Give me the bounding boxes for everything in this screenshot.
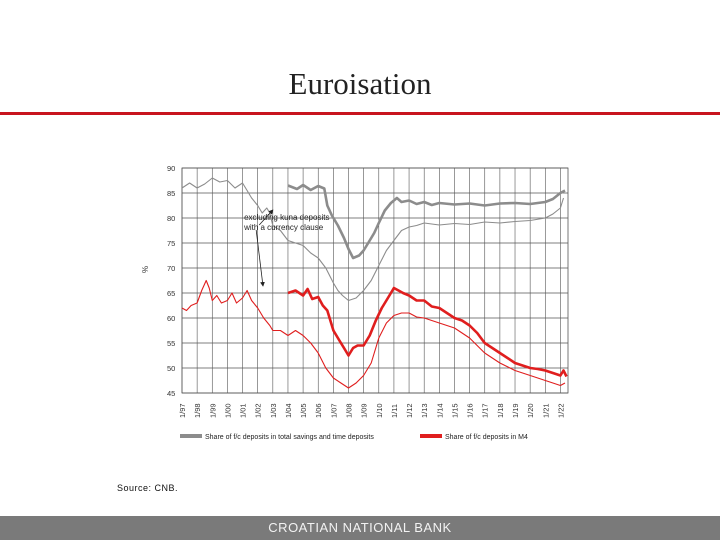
title-divider [0,112,720,115]
x-tick-label: 1/09 [360,403,369,418]
x-tick-label: 1/22 [556,403,565,418]
y-tick-label: 85 [167,189,175,198]
annotation: excluding kuna deposits with a currency … [243,209,329,287]
x-tick-label: 1/08 [345,403,354,418]
x-tick-label: 1/17 [481,403,490,418]
y-tick-label: 70 [167,264,175,273]
x-tick-label: 1/07 [329,403,338,418]
series-line-red-excl [181,279,566,389]
y-tick-label: 90 [167,164,175,173]
x-tick-label: 1/21 [541,403,550,418]
legend-label: Share of f/c deposits in M4 [445,434,528,441]
y-tick-label: 65 [167,289,175,298]
x-axis-ticks: 1/97 1/98 1/99 1/00 1/01 1/02 1/03 1/04 1/05 1/06… [178,403,565,418]
x-tick-label: 1/02 [254,403,263,418]
x-tick-label: 1/98 [193,403,202,418]
footer-bar: CROATIAN NATIONAL BANK [0,516,720,540]
y-axis-label: % [141,266,150,273]
legend-label: Share of f/c deposits in total savings a… [205,434,374,441]
y-tick-label: 50 [167,364,175,373]
x-tick-label: 1/04 [284,403,293,418]
x-tick-label: 1/11 [390,404,399,418]
x-tick-label: 1/97 [178,403,187,418]
legend: Share of f/c deposits in total savings a… [180,434,528,441]
y-tick-label: 55 [167,339,175,348]
y-axis-ticks: 45 50 55 60 65 70 75 80 85 90 [167,164,175,398]
x-tick-label: 1/01 [239,403,248,418]
y-tick-label: 80 [167,214,175,223]
x-tick-label: 1/00 [223,403,232,418]
series-line-gray-incl [287,183,566,260]
y-tick-label: 45 [167,389,175,398]
y-tick-label: 75 [167,239,175,248]
x-tick-label: 1/18 [496,403,505,418]
y-tick-label: 60 [167,314,175,323]
footer-label: CROATIAN NATIONAL BANK [268,520,452,535]
series-line-gray-excl [181,177,565,302]
x-tick-label: 1/16 [466,403,475,418]
x-tick-label: 1/14 [435,403,444,418]
x-tick-label: 1/03 [269,403,278,418]
x-tick-label: 1/12 [405,403,414,418]
plot-frame [181,167,569,394]
source-note: Source: CNB. [117,483,179,493]
x-tick-label: 1/06 [314,403,323,418]
annotation-arrow-upper [258,209,274,226]
x-tick-label: 1/10 [375,403,384,418]
annotation-text-line-1: excluding kuna deposits [244,213,329,222]
annotation-arrow-lower [255,229,265,287]
series-lines [181,177,568,389]
x-tick-label: 1/20 [526,403,535,418]
x-tick-label: 1/99 [208,403,217,418]
annotation-text-line-2: with a currency clause [243,223,324,232]
series-line-red-incl [287,286,568,378]
x-tick-label: 1/13 [420,403,429,418]
x-tick-label: 1/19 [511,403,520,418]
x-tick-label: 1/15 [450,403,459,418]
grid-lines [181,167,569,394]
x-tick-label: 1/05 [299,403,308,418]
page-title: Euroisation [288,66,432,101]
